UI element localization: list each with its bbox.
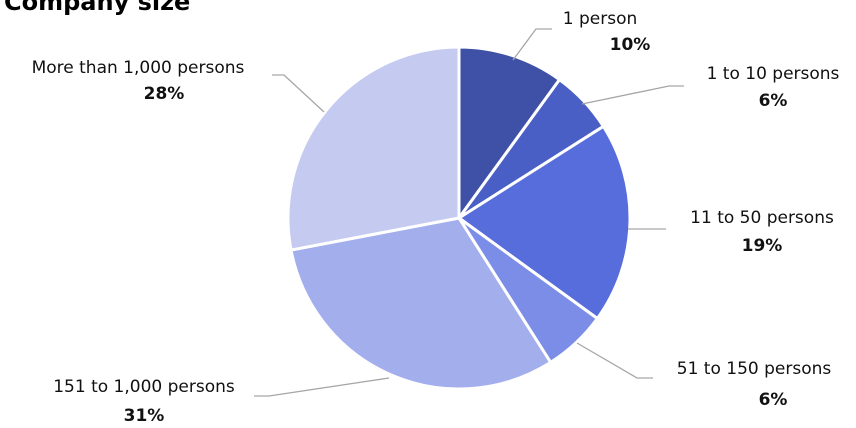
chart-title: Company size [4,0,191,16]
slice-percent-4: 6% [759,390,788,410]
slice-percent-5: 31% [124,406,165,426]
leader-line-1 [512,28,552,61]
slice-label-5: 151 to 1,000 persons [53,377,235,397]
slice-percent-3: 19% [742,236,783,256]
pie-slice-5 [289,216,553,391]
slice-label-4: 51 to 150 persons [677,359,832,379]
pie-slice-1 [457,45,562,220]
slice-label-6: More than 1,000 persons [32,58,245,78]
leader-line-5 [254,377,390,397]
leader-line-6 [272,74,325,113]
slice-percent-1: 10% [610,35,651,55]
slice-label-3: 11 to 50 persons [690,208,834,228]
pie-slice-3 [457,124,632,321]
leader-line-4 [576,342,653,379]
pie-slice-6 [286,45,461,252]
slice-percent-6: 28% [144,84,185,104]
slice-percent-2: 6% [759,91,788,111]
slice-label-2: 1 to 10 persons [707,64,840,84]
leader-line-2 [581,85,684,105]
slice-label-1: 1 person [563,9,638,29]
